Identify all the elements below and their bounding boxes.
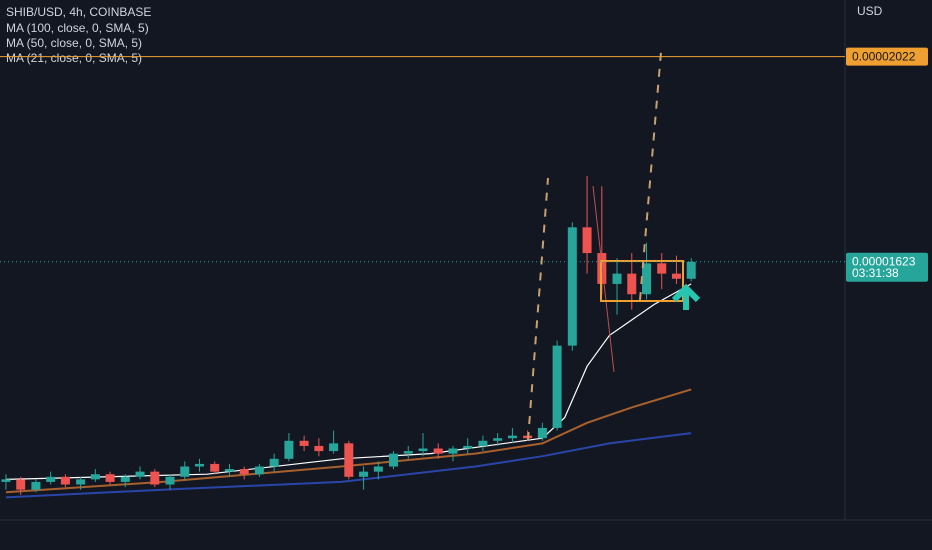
candle-body (627, 273, 637, 295)
candle-body (135, 471, 145, 477)
candle-body (359, 471, 369, 477)
ma-line (5, 388, 692, 494)
candle-body (180, 466, 190, 477)
candle-body (389, 453, 399, 467)
range-box (600, 260, 684, 302)
candle-body (46, 476, 56, 482)
drawn-line (592, 185, 615, 373)
candle-body (16, 479, 26, 490)
candle-body (344, 443, 354, 477)
candle-body (31, 481, 41, 490)
candle-body (463, 445, 473, 449)
candle-body (612, 273, 622, 284)
chart-title: SHIB/USD, 4h, COINBASE (6, 5, 151, 19)
candle-body (448, 448, 458, 454)
candle-body (418, 448, 428, 452)
candle-body (60, 476, 70, 485)
candle-body (493, 438, 503, 441)
candle-body (403, 451, 413, 454)
candle-body (671, 273, 681, 279)
legend-entry: MA (21, close, 0, SMA, 5) (6, 51, 142, 65)
candle-body (686, 261, 696, 279)
candle-body (90, 474, 100, 480)
candle-body (284, 440, 294, 459)
candle-body (105, 474, 115, 482)
candle-body (329, 443, 339, 452)
countdown-label: 03:31:38 (852, 266, 899, 280)
candle-body (373, 466, 383, 472)
candle-body (239, 469, 249, 475)
candle-body (433, 448, 443, 454)
drawings (527, 51, 701, 441)
candle-body (195, 463, 205, 467)
alert-label-box (846, 47, 928, 66)
legend-entry: MA (50, close, 0, SMA, 5) (6, 36, 142, 50)
candle-body (537, 427, 547, 439)
arrow (671, 283, 701, 310)
last-price-box (846, 252, 928, 282)
candle-body (76, 479, 86, 485)
candle-body (224, 469, 234, 472)
candle-body (165, 476, 175, 485)
candle-body (269, 458, 279, 467)
candle-body (150, 471, 160, 485)
legend-entry: MA (100, close, 0, SMA, 5) (6, 21, 149, 35)
candle-body (254, 466, 264, 475)
candle-body (552, 345, 562, 428)
candle-body (507, 435, 517, 439)
candle-body (210, 463, 220, 472)
candle-body (299, 440, 309, 446)
axis-unit: USD (857, 4, 883, 18)
candle-body (1, 479, 11, 482)
last-price-label: 0.00001623 (852, 254, 916, 268)
candle-body (642, 263, 652, 295)
candle-body (567, 227, 577, 346)
candle-body (120, 476, 130, 482)
alert-label: 0.00002022 (852, 50, 916, 64)
candle-body (582, 227, 592, 254)
candle-body (478, 440, 488, 446)
ma-line (5, 432, 692, 499)
dashed-trendline (527, 177, 549, 441)
legend: MA (100, close, 0, SMA, 5)MA (50, close,… (6, 21, 149, 65)
candle-body (314, 445, 324, 452)
candle-body (657, 263, 667, 274)
